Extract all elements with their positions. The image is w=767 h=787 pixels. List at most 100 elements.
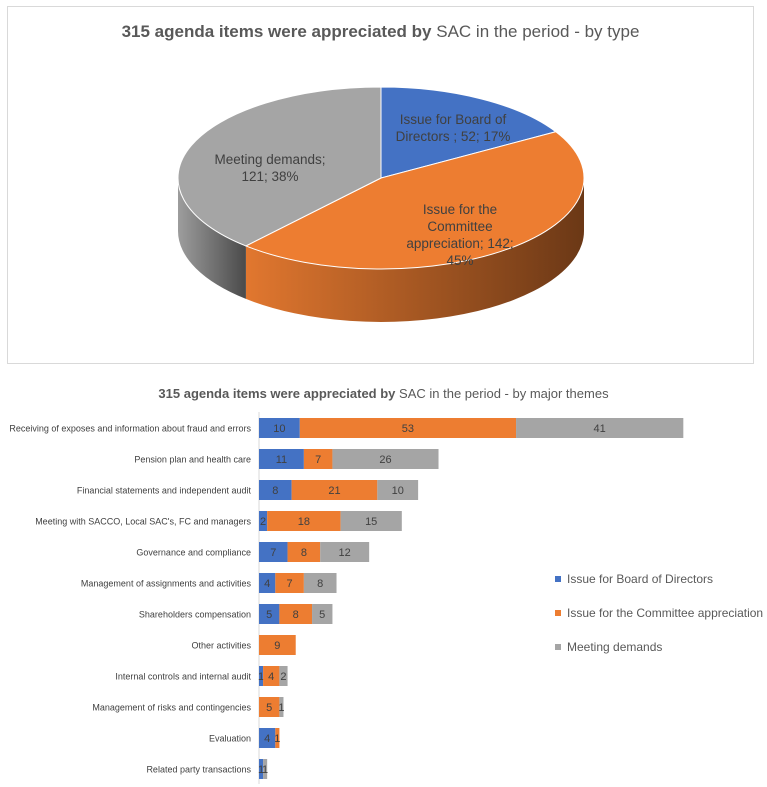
pie-data-label: Issue for the Committee appreciation; 142;… [406,202,513,268]
bar-data-label: 5 [266,609,272,621]
bar-segment [259,759,264,779]
pie-data-label: Meeting demands; 121; 38% [214,152,325,184]
bar-segment [332,449,439,469]
bar-segment [312,604,333,624]
bar-segment [275,728,280,748]
category-label: Related party transactions [146,765,251,775]
bar-segment [259,449,304,469]
bar-data-label: 1 [262,764,268,776]
bar-chart-title: 315 agenda items were appreciated by SAC… [0,386,767,401]
legend-item: Meeting demands [555,638,763,655]
legend-label: Meeting demands [567,639,663,654]
legend-swatch [555,643,561,650]
bar-data-label: 5 [319,609,325,621]
bar-data-label: 1 [278,702,284,714]
bar-data-label: 26 [379,454,391,466]
pie-slice [177,86,382,247]
bar-title-bold: 315 agenda items were appreciated by [158,386,396,401]
bar-data-label: 10 [392,485,404,497]
bar-data-label: 11 [276,454,287,466]
pie-title-bold: 315 agenda items were appreciated by [121,22,432,41]
bar-data-label: 8 [293,609,299,621]
bar-segment [303,449,333,469]
bar-segment [259,666,264,686]
pie-chart-svg: Issue for Board of Directors ; 52; 17% Iss… [177,86,585,322]
bar-chart-legend: Issue for Board of Directors Issue for t… [555,570,763,672]
legend-label: Issue for Board of Directors [567,571,714,586]
bar-data-label: 12 [339,547,351,559]
bar-chart-svg: Receiving of exposes and information abo… [9,412,684,784]
pie-sides [178,178,584,322]
bar-data-label: 1 [258,764,264,776]
bar-data-label: 4 [264,733,270,745]
bar-data-label: 1 [274,733,280,745]
legend-item: Issue for the Committee appreciation [555,604,763,621]
category-label: Management of assignments and activities [81,579,252,589]
bar-data-label: 8 [301,547,307,559]
bar-segment [279,666,288,686]
bar-segment [259,697,280,717]
bar-title-rest: SAC in the period - by major themes [399,386,609,401]
pie-slice [244,131,585,270]
bar-segment [279,697,284,717]
category-label: Other activities [191,641,251,651]
pie-slice [380,86,557,179]
bar-segment [377,480,419,500]
pie-slice-side [245,178,584,322]
bar-segment [340,511,402,531]
bar-segment [303,573,337,593]
category-label: Receiving of exposes and information abo… [9,424,251,434]
bar-segment [275,573,304,593]
bar-chart-panel: Receiving of exposes and information abo… [0,380,767,787]
legend-swatch [555,575,561,582]
bar-segment [291,480,378,500]
bar-segment [267,511,341,531]
bar-data-label: 2 [280,671,286,683]
bar-segment [259,573,276,593]
bar-data-label: 18 [298,516,310,528]
pie-chart-panel: 315 agenda items were appreciated by SAC… [7,6,754,364]
category-label: Governance and compliance [136,548,251,558]
bar-data-label: 8 [317,578,323,590]
bar-segment [263,666,280,686]
bar-segment [320,542,370,562]
bar-segment [287,542,321,562]
bar-data-label: 4 [264,578,270,590]
legend-swatch [555,609,561,616]
bar-segment [516,418,684,438]
bar-data-label: 10 [273,423,285,435]
category-label: Meeting with SACCO, Local SAC's, FC and … [35,517,251,527]
bar-segment [259,511,268,531]
category-label: Evaluation [209,734,251,744]
bar-segment [259,604,280,624]
category-label: Management of risks and contingencies [92,703,251,713]
category-label: Financial statements and independent aud… [77,486,252,496]
bar-data-label: 7 [315,454,321,466]
bar-data-label: 5 [266,702,272,714]
category-label: Internal controls and internal audit [115,672,251,682]
legend-label: Issue for the Committee appreciation [567,605,764,620]
bar-segment [299,418,517,438]
bar-data-label: 8 [272,485,278,497]
bar-segment [259,635,296,655]
pie-data-label: Issue for Board of Directors ; 52; 17% [396,112,511,144]
bar-data-label: 53 [402,423,414,435]
bar-data-label: 1 [258,671,264,683]
bar-data-label: 4 [268,671,274,683]
bar-data-label: 7 [270,547,276,559]
bar-data-label: 41 [594,423,606,435]
pie-tops [177,86,585,270]
bar-data-label: 7 [287,578,293,590]
category-label: Pension plan and health care [134,455,251,465]
bar-data-label: 2 [260,516,266,528]
bar-data-label: 9 [274,640,280,652]
bar-segment [263,759,268,779]
pie-title-rest: SAC in the period - by type [436,22,640,41]
bar-segment [259,418,300,438]
pie-chart-title: 315 agenda items were appreciated by SAC… [8,22,753,42]
legend-item: Issue for Board of Directors [555,570,763,587]
bar-segment [259,728,276,748]
pie-slice-side [178,178,246,299]
bar-data-label: 15 [365,516,377,528]
bar-segment [279,604,313,624]
